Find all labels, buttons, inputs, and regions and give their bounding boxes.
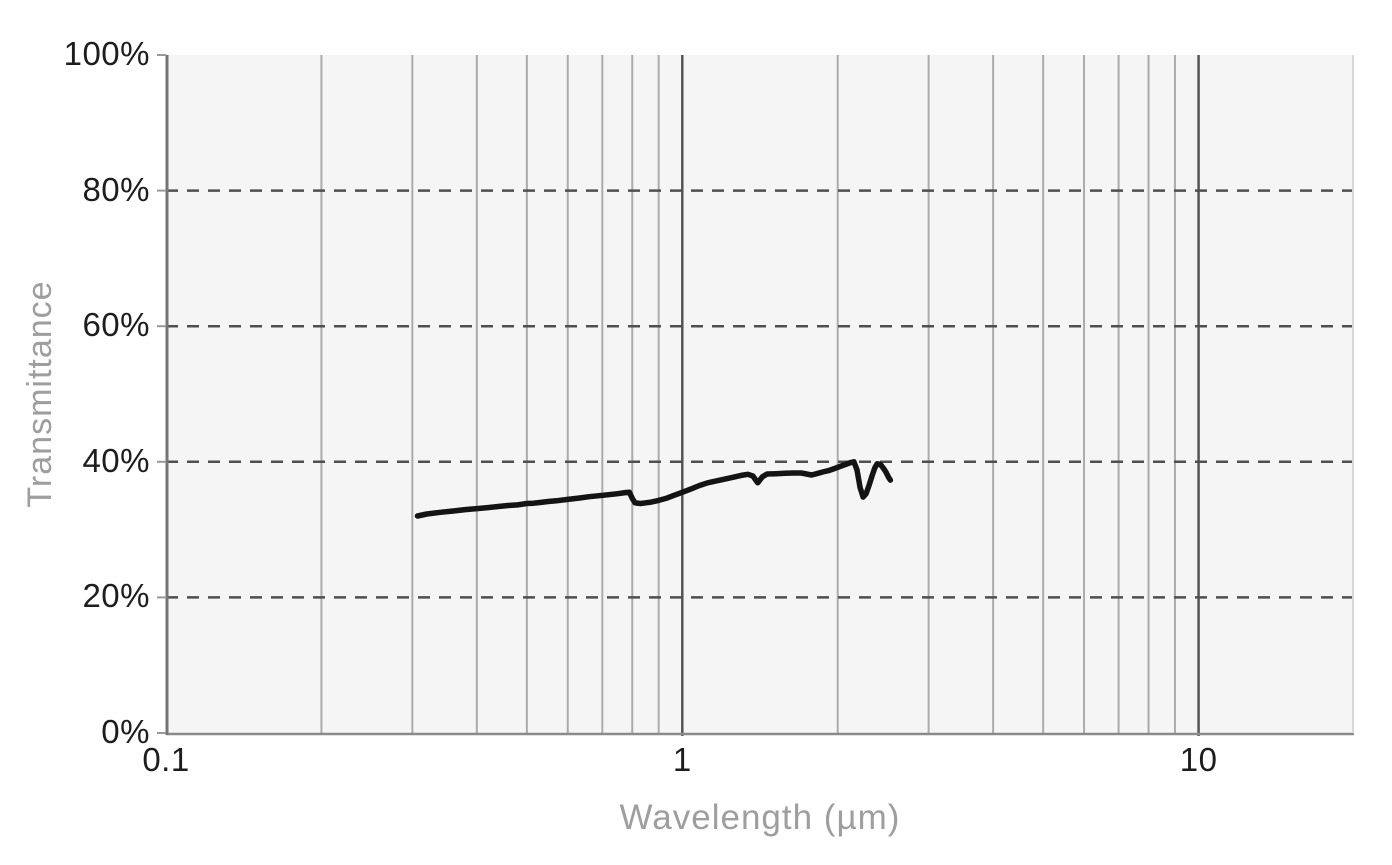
y-tick-label-20: 20% [82,577,150,615]
y-axis-title: Transmittance [21,280,59,508]
x-tick-label-0.1: 0.1 [142,741,190,778]
plot-background [166,55,1354,733]
y-tick-label-0: 0% [101,713,150,750]
x-tick-label-10: 10 [1179,741,1218,778]
y-tick-label-100: 100% [63,35,150,72]
y-tick-label-40: 40% [82,441,150,479]
x-tick-label-1: 1 [672,741,692,778]
y-tick-label-60: 60% [82,306,150,344]
transmittance-curve [414,459,894,519]
y-tick-label-80: 80% [82,170,150,208]
x-axis-title: Wavelength (µm) [619,798,901,837]
